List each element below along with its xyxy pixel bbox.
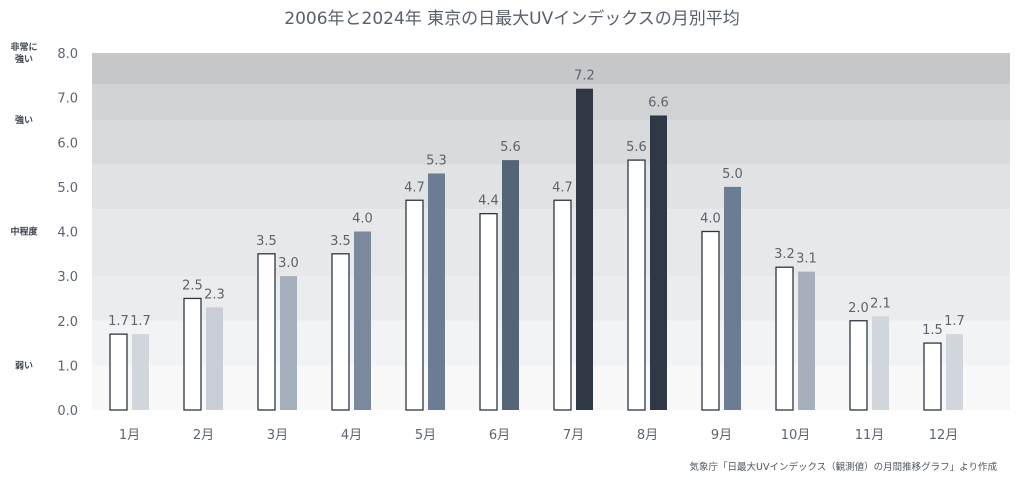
bar-2024 xyxy=(206,307,223,410)
data-label-2006: 5.6 xyxy=(626,140,647,155)
data-label-2006: 3.5 xyxy=(330,234,351,249)
data-label-2006: 4.0 xyxy=(700,212,721,227)
uv-level-label: 強い xyxy=(15,114,33,126)
band-2 xyxy=(92,276,1010,321)
data-label-2006: 4.7 xyxy=(552,180,573,195)
x-tick-label: 8月 xyxy=(637,428,658,443)
y-tick-label: 7.0 xyxy=(57,92,78,107)
source-note: 気象庁「日最大UVインデックス（観測値）の月間推移グラフ」より作成 xyxy=(690,461,998,473)
x-tick-label: 11月 xyxy=(855,428,885,443)
data-label-2024: 5.6 xyxy=(500,140,521,155)
y-axis: 0.0 1.0 2.0 3.0 4.0 5.0 6.0 7.0 8.0 xyxy=(57,47,78,419)
x-tick-label: 4月 xyxy=(341,428,362,443)
bar-2006 xyxy=(627,159,646,411)
y-tick-label: 8.0 xyxy=(57,47,78,62)
bar-2006 xyxy=(553,199,572,411)
x-tick-label: 1月 xyxy=(119,428,140,443)
bar-2024 xyxy=(428,173,445,410)
bar-2024 xyxy=(650,115,667,410)
bar-2024 xyxy=(132,334,149,410)
y-tick-label: 4.0 xyxy=(57,226,78,241)
bar-2006 xyxy=(775,266,794,411)
y-tick-label: 2.0 xyxy=(57,315,78,330)
bar-2006 xyxy=(701,230,720,411)
bars xyxy=(109,88,963,411)
bar-2006 xyxy=(849,320,868,411)
data-label-2024: 2.1 xyxy=(870,296,891,311)
y-tick-label: 6.0 xyxy=(57,136,78,151)
data-label-2006: 3.2 xyxy=(774,247,795,262)
x-tick-label: 7月 xyxy=(563,428,584,443)
bar-2024 xyxy=(502,160,519,410)
bar-2024 xyxy=(280,276,297,410)
data-label-2024: 7.2 xyxy=(574,69,595,84)
x-tick-label: 2月 xyxy=(193,428,214,443)
band-3 xyxy=(92,209,1010,277)
bar-2006 xyxy=(331,253,350,411)
x-tick-label: 12月 xyxy=(929,428,959,443)
bar-2006 xyxy=(923,342,942,411)
data-label-2006: 2.5 xyxy=(182,278,203,293)
band-4 xyxy=(92,164,1010,210)
x-tick-label: 10月 xyxy=(781,428,811,443)
band-7 xyxy=(92,53,1010,85)
bar-2006 xyxy=(183,297,202,411)
band-6 xyxy=(92,84,1010,120)
data-label-2006: 4.4 xyxy=(478,194,499,209)
data-label-2024: 1.7 xyxy=(130,314,151,329)
data-labels: 1.7 1.72.52.33.53.03.54.04.75.34.45.64.77… xyxy=(108,69,965,338)
data-label-2024: 3.1 xyxy=(796,252,817,267)
uv-level-label: 非常に強い xyxy=(10,41,37,65)
bar-2006 xyxy=(479,212,498,411)
x-tick-label: 3月 xyxy=(267,428,288,443)
uv-level-labels: 弱い 中程度 強い 非常に強い xyxy=(10,41,38,371)
bar-2006 xyxy=(257,253,276,411)
bar-2024 xyxy=(576,88,593,410)
data-label-2006: 2.0 xyxy=(848,301,869,316)
x-axis: 1月 2月 3月 4月 5月 6月 7月 8月 9月 10月 11月 12月 xyxy=(119,428,958,443)
data-label-2006: 4.7 xyxy=(404,180,425,195)
bar-2006 xyxy=(109,333,128,411)
bar-2024 xyxy=(724,186,741,410)
bar-2024 xyxy=(354,231,371,410)
data-label-2024: 5.0 xyxy=(722,167,743,182)
data-label-2024: 3.0 xyxy=(278,256,299,271)
uv-level-label: 中程度 xyxy=(10,226,38,238)
data-label-2006: 1.5 xyxy=(922,323,943,338)
data-label-2024: 4.0 xyxy=(352,212,373,227)
bar-2024 xyxy=(798,271,815,410)
uv-level-label: 弱い xyxy=(15,360,33,371)
x-tick-label: 9月 xyxy=(711,428,732,443)
chart-title: 2006年と2024年 東京の日最大UVインデックスの月別平均 xyxy=(284,8,740,29)
y-tick-label: 5.0 xyxy=(57,181,78,196)
y-tick-label: 1.0 xyxy=(57,359,78,374)
x-tick-label: 6月 xyxy=(489,428,510,443)
bar-2024 xyxy=(946,334,963,410)
y-tick-label: 3.0 xyxy=(57,270,78,285)
data-label-2006: 1.7 xyxy=(108,314,129,329)
data-label-2024: 1.7 xyxy=(944,314,965,329)
data-label-2006: 3.5 xyxy=(256,234,277,249)
data-label-2024: 6.6 xyxy=(648,95,669,110)
bar-2024 xyxy=(872,316,889,410)
data-label-2024: 2.3 xyxy=(204,287,225,302)
band-5 xyxy=(92,119,1010,165)
data-label-2024: 5.3 xyxy=(426,153,447,168)
x-tick-label: 5月 xyxy=(415,428,436,443)
bar-2006 xyxy=(405,199,424,411)
y-tick-label: 0.0 xyxy=(57,404,78,419)
